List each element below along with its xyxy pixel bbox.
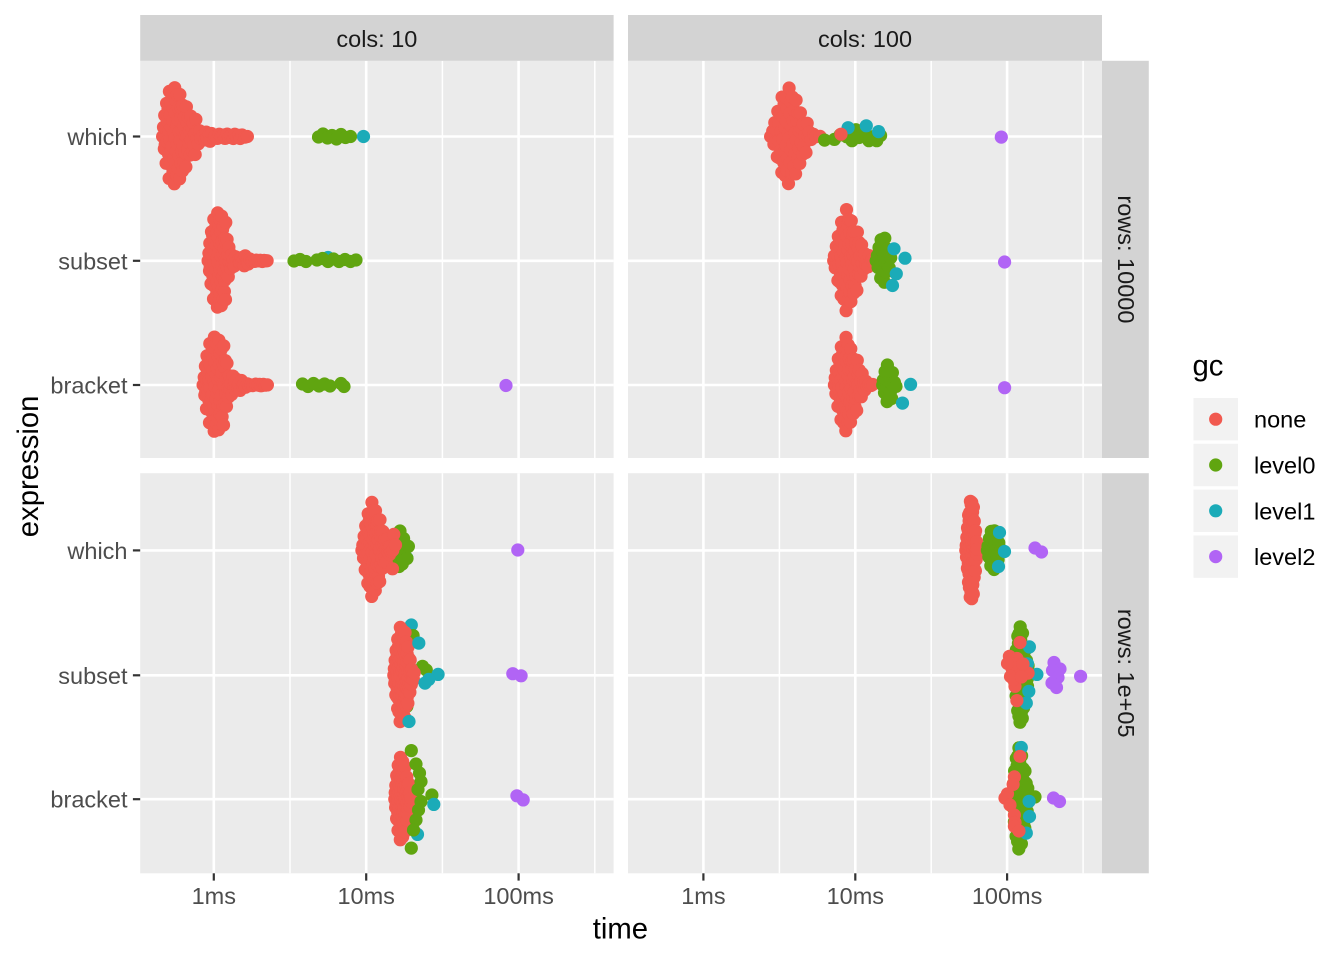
svg-text:10ms: 10ms bbox=[827, 883, 884, 909]
svg-text:1ms: 1ms bbox=[192, 883, 236, 909]
svg-text:bracket: bracket bbox=[50, 787, 128, 813]
svg-text:level1: level1 bbox=[1254, 498, 1315, 524]
svg-text:level2: level2 bbox=[1254, 544, 1315, 570]
svg-text:1ms: 1ms bbox=[681, 883, 725, 909]
svg-text:10ms: 10ms bbox=[337, 883, 394, 909]
svg-text:100ms: 100ms bbox=[972, 883, 1043, 909]
svg-text:time: time bbox=[593, 913, 648, 946]
svg-text:bracket: bracket bbox=[50, 373, 128, 399]
svg-text:which: which bbox=[66, 538, 127, 564]
svg-text:level0: level0 bbox=[1254, 453, 1315, 479]
svg-text:subset: subset bbox=[58, 663, 128, 689]
svg-text:subset: subset bbox=[58, 248, 128, 274]
svg-text:none: none bbox=[1254, 407, 1306, 433]
svg-text:cols: 100: cols: 100 bbox=[818, 26, 912, 52]
svg-text:rows: 1e+05: rows: 1e+05 bbox=[1113, 609, 1139, 738]
svg-text:cols: 10: cols: 10 bbox=[336, 26, 417, 52]
svg-text:which: which bbox=[66, 124, 127, 150]
svg-text:100ms: 100ms bbox=[483, 883, 554, 909]
svg-text:expression: expression bbox=[12, 396, 45, 538]
svg-text:rows: 10000: rows: 10000 bbox=[1113, 195, 1139, 323]
svg-text:gc: gc bbox=[1193, 350, 1224, 383]
